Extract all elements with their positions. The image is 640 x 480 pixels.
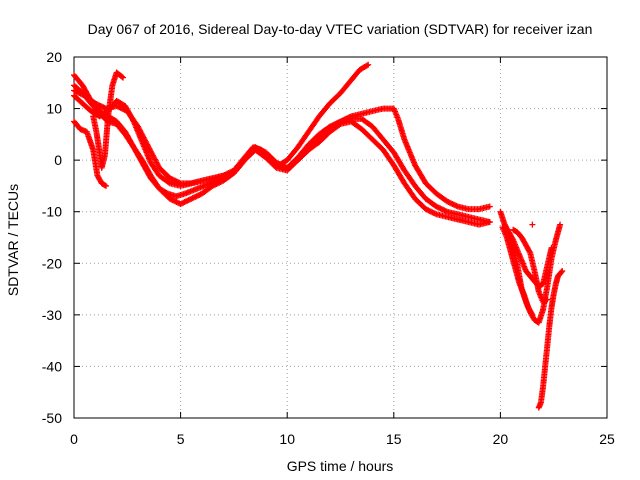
series-deep-dip [535,268,566,411]
y-tick-label: -30 [42,307,62,323]
series-outliers [529,221,536,228]
data-point [526,248,533,255]
y-tick-label: -10 [42,204,62,220]
series-track-3 [71,92,493,226]
x-tick-label: 15 [386,431,402,447]
chart-title: Day 067 of 2016, Sidereal Day-to-day VTE… [88,21,593,37]
data-point [528,310,535,317]
data-point [557,221,564,228]
data-point [544,296,551,303]
y-tick-label: -20 [42,255,62,271]
x-tick-label: 0 [70,431,78,447]
data-point [559,268,566,275]
x-tick-label: 10 [279,431,295,447]
series-late-4 [510,226,551,305]
series-early-spike [90,69,127,171]
series-late-3 [499,224,536,318]
data-point [129,117,136,124]
x-tick-label: 20 [493,431,509,447]
axis-ticks: 0 5 10 15 20 25 -50 -40 -30 -20 -10 0 10 20 [42,49,615,447]
y-tick-label: -50 [42,410,62,426]
data-point [529,221,536,228]
data-point [118,73,125,80]
data-point [486,219,493,226]
data-point [165,179,172,186]
data-point [363,62,370,69]
plot-frame [73,56,608,419]
y-tick-label: 0 [54,152,62,168]
series-track-4 [71,82,493,228]
y-tick-label: 10 [46,101,62,117]
grid-lines [74,57,607,418]
series-early-branch [71,118,109,189]
y-tick-label: -40 [42,358,62,374]
data-point [558,268,565,275]
data-point [365,61,372,68]
data-point [509,235,516,242]
data-point [120,74,127,81]
x-tick-label: 5 [177,431,185,447]
data-point [336,121,343,128]
data-points [71,61,566,411]
data-point [548,244,555,251]
data-point [529,311,536,318]
y-tick-label: 20 [46,49,62,65]
y-axis-label: SDTVAR / TECUs [5,184,21,296]
data-point [486,203,493,210]
x-axis-label: GPS time / hours [287,458,394,474]
x-tick-label: 25 [599,431,615,447]
data-point [102,182,109,189]
